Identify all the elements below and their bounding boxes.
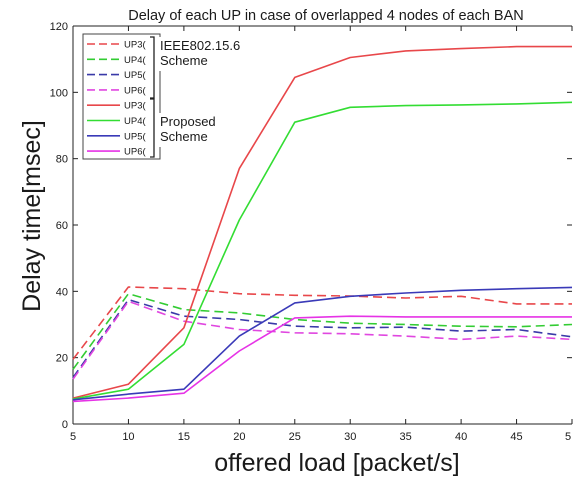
y-tick-label: 20 bbox=[56, 353, 68, 365]
legend-group-bg bbox=[158, 37, 254, 71]
series-line-proposed-5 bbox=[72, 286, 573, 401]
x-tick-label: 15 bbox=[178, 431, 190, 443]
series-line-ieee-6 bbox=[72, 300, 573, 380]
legend-item-label: UP6( bbox=[124, 85, 146, 96]
x-tick-label: 5 bbox=[70, 431, 76, 443]
legend-item-label: UP4( bbox=[124, 55, 146, 66]
series-line-proposed-3 bbox=[72, 45, 572, 399]
legend-item-label: UP4( bbox=[124, 116, 146, 127]
series-line-proposed-6 bbox=[72, 315, 572, 403]
y-tick-label: 120 bbox=[50, 21, 68, 33]
x-tick-label: 25 bbox=[289, 431, 301, 443]
axes: 0 20 40 60 80 100 120 5 10 15 20 25 30 35 40 45 5 bbox=[50, 21, 573, 443]
legend-bracket bbox=[150, 36, 155, 99]
legend-item-label: UP5( bbox=[124, 70, 146, 81]
y-axis-label: Delay time[msec] bbox=[18, 120, 46, 312]
x-tick-label: 5 bbox=[565, 431, 571, 443]
y-tick-label: 0 bbox=[62, 419, 68, 431]
legend-group-bg bbox=[158, 113, 225, 147]
y-tick-label: 60 bbox=[56, 220, 68, 232]
series-line-ieee-3 bbox=[72, 286, 572, 360]
x-tick-label: 30 bbox=[344, 431, 356, 443]
legend-item-label: UP5( bbox=[124, 131, 146, 142]
x-tick-label: 20 bbox=[233, 431, 245, 443]
series-line-proposed-4 bbox=[72, 101, 573, 400]
legend-item-label: UP3( bbox=[124, 101, 146, 112]
x-tick-label: 10 bbox=[122, 431, 134, 443]
x-axis-label: offered load [packet/s] bbox=[214, 449, 460, 477]
legend: UP3( UP4( UP5( UP6( UP3( UP4( UP5( UP6( IEEE802.… bbox=[82, 33, 254, 160]
chart-title: Delay of each UP in case of overlapped 4… bbox=[128, 8, 524, 24]
x-tick-label: 45 bbox=[510, 431, 522, 443]
x-tick-label: 35 bbox=[400, 431, 412, 443]
legend-item-label: UP3( bbox=[124, 40, 146, 51]
legend-box bbox=[82, 33, 161, 160]
y-tick-label: 40 bbox=[56, 286, 68, 298]
legend-bracket bbox=[150, 98, 155, 158]
legend-group-ieee: IEEE802.15.6 Scheme bbox=[160, 38, 240, 68]
series-group bbox=[72, 45, 573, 403]
x-tick-label: 40 bbox=[455, 431, 467, 443]
legend-group-proposed: Proposed Scheme bbox=[160, 114, 216, 144]
legend-item-label: UP6( bbox=[124, 147, 146, 158]
series-line-ieee-5 bbox=[72, 298, 573, 379]
y-tick-label: 80 bbox=[56, 154, 68, 166]
y-tick-label: 100 bbox=[50, 87, 68, 99]
